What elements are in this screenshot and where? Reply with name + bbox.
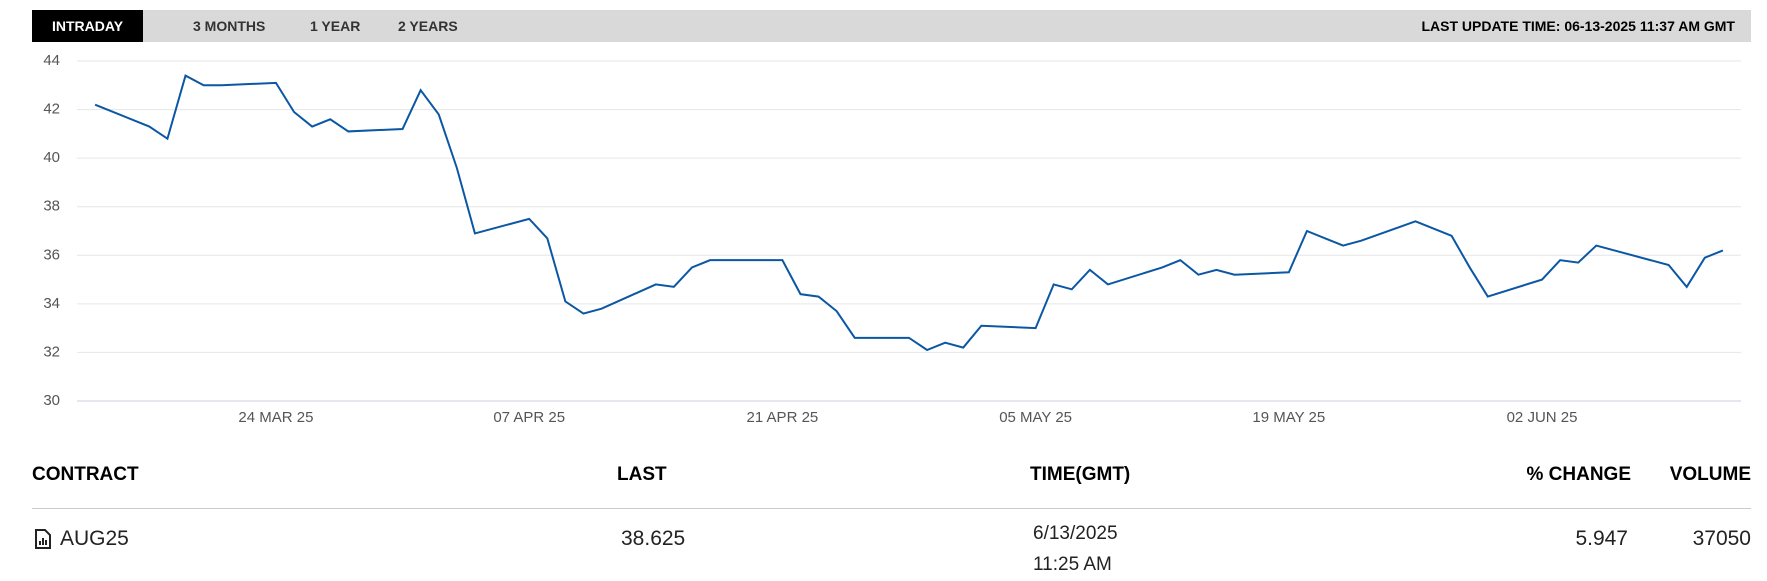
table-header: % CHANGE <box>1526 464 1631 485</box>
y-tick-label: 42 <box>43 101 60 118</box>
tab[interactable]: 2 YEARS <box>398 18 458 34</box>
x-tick-label: 02 JUN 25 <box>1507 409 1578 426</box>
tab[interactable]: 3 MONTHS <box>193 18 266 34</box>
file-icon <box>35 529 51 549</box>
x-tick-label: 07 APR 25 <box>493 409 565 426</box>
volume: 37050 <box>1692 527 1751 550</box>
divider <box>32 508 1751 509</box>
table-header: LAST <box>617 464 667 485</box>
y-tick-label: 40 <box>43 149 60 166</box>
y-tick-label: 36 <box>43 246 60 263</box>
y-tick-label: 30 <box>43 392 60 409</box>
table-header: VOLUME <box>1669 464 1751 485</box>
price-line <box>94 74 1724 352</box>
x-tick-label: 21 APR 25 <box>747 409 819 426</box>
table-header: CONTRACT <box>32 464 139 485</box>
y-tick-label: 44 <box>43 52 60 69</box>
y-tick-label: 38 <box>43 198 60 215</box>
last: 38.625 <box>621 527 686 550</box>
tab-bar: INTRADAY 3 MONTHS 1 YEAR 2 YEARS LAST UP… <box>32 10 1751 42</box>
y-tick-label: 34 <box>43 295 60 312</box>
x-tick-label: 05 MAY 25 <box>999 409 1072 426</box>
pct-change: 5.947 <box>1575 527 1628 550</box>
time-date: 6/13/2025 <box>1033 523 1118 544</box>
chart: 30 32 34 36 38 40 42 44 24 MAR 25 07 APR 25 21 APR… <box>43 52 1741 426</box>
y-tick-label: 32 <box>43 343 60 360</box>
tab[interactable]: INTRADAY <box>32 10 144 42</box>
tab[interactable]: 1 YEAR <box>310 18 361 34</box>
time-clock: 11:25 AM <box>1033 554 1112 575</box>
contract[interactable]: AUG25 <box>60 527 129 550</box>
x-tick-label: 19 MAY 25 <box>1252 409 1325 426</box>
table-header: TIME(GMT) <box>1030 464 1131 485</box>
x-tick-label: 24 MAR 25 <box>238 409 313 426</box>
last-update: LAST UPDATE TIME: 06-13-2025 11:37 AM GM… <box>1421 18 1735 34</box>
